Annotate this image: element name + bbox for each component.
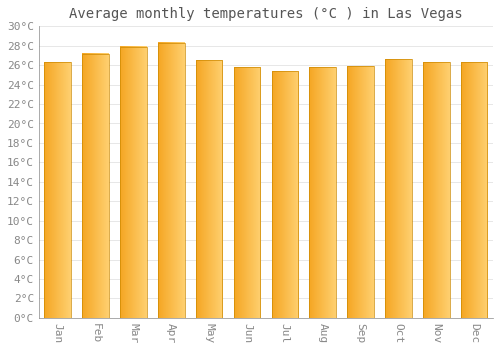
Bar [158, 43, 184, 318]
Bar [385, 60, 411, 318]
Bar [348, 66, 374, 318]
Bar [196, 60, 222, 318]
Title: Average monthly temperatures (°C ) in Las Vegas: Average monthly temperatures (°C ) in La… [69, 7, 462, 21]
Bar [82, 54, 109, 318]
Bar [423, 62, 450, 318]
Bar [272, 71, 298, 318]
Bar [120, 47, 146, 318]
Bar [234, 67, 260, 318]
Bar [44, 62, 71, 318]
Bar [461, 62, 487, 318]
Bar [310, 67, 336, 318]
